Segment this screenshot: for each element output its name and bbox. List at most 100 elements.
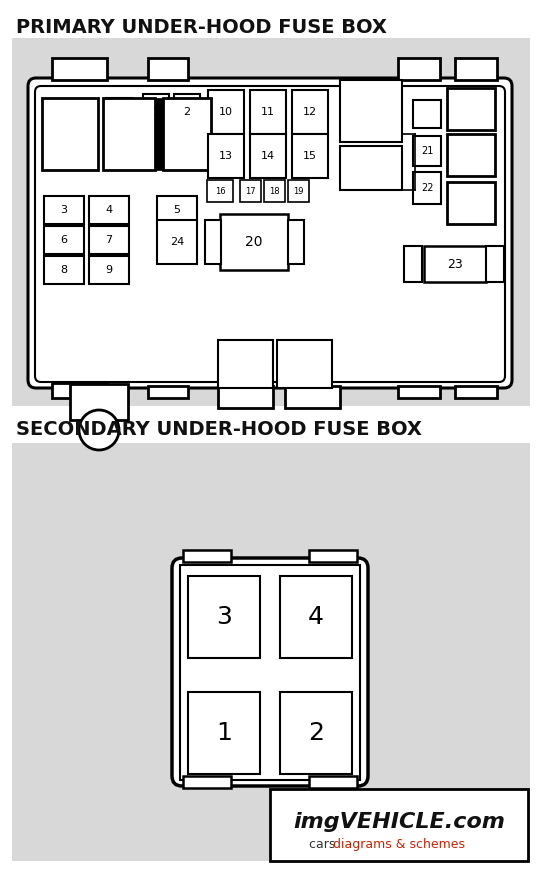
- Bar: [208, 90, 244, 134]
- Text: 22: 22: [421, 183, 433, 193]
- Bar: [486, 246, 504, 282]
- Bar: [280, 576, 352, 658]
- Text: 1: 1: [152, 107, 159, 117]
- Bar: [413, 136, 441, 166]
- Bar: [148, 386, 188, 398]
- Bar: [447, 134, 495, 176]
- Text: PRIMARY UNDER-HOOD FUSE BOX: PRIMARY UNDER-HOOD FUSE BOX: [16, 18, 387, 37]
- Text: 9: 9: [105, 265, 112, 275]
- Bar: [250, 90, 286, 134]
- Bar: [52, 58, 107, 80]
- Bar: [155, 98, 163, 170]
- Bar: [340, 146, 402, 190]
- Bar: [205, 220, 221, 264]
- Text: 15: 15: [303, 151, 317, 161]
- Bar: [455, 386, 497, 398]
- Bar: [285, 386, 340, 408]
- Bar: [42, 98, 98, 170]
- Bar: [208, 134, 244, 178]
- Text: 1: 1: [216, 721, 232, 745]
- Bar: [103, 98, 155, 170]
- Bar: [270, 789, 528, 861]
- Bar: [183, 776, 231, 788]
- Bar: [447, 182, 495, 224]
- Bar: [413, 100, 441, 128]
- Bar: [44, 196, 84, 224]
- Circle shape: [79, 410, 119, 450]
- Text: 24: 24: [170, 237, 184, 247]
- Bar: [398, 386, 440, 398]
- Bar: [309, 776, 357, 788]
- Bar: [180, 565, 360, 780]
- Text: imgVEHICLE.com: imgVEHICLE.com: [293, 812, 505, 832]
- Text: 21: 21: [421, 146, 433, 156]
- Text: 11: 11: [261, 107, 275, 117]
- Bar: [188, 692, 260, 774]
- Text: 10: 10: [219, 107, 233, 117]
- Bar: [70, 384, 128, 420]
- Bar: [174, 94, 200, 130]
- Bar: [250, 134, 286, 178]
- Text: SECONDARY UNDER-HOOD FUSE BOX: SECONDARY UNDER-HOOD FUSE BOX: [16, 420, 422, 439]
- Text: 12: 12: [303, 107, 317, 117]
- Bar: [163, 98, 211, 170]
- Text: 5: 5: [173, 205, 180, 215]
- Text: 16: 16: [215, 186, 225, 195]
- Bar: [183, 550, 231, 562]
- Bar: [89, 256, 129, 284]
- Bar: [413, 172, 441, 204]
- Bar: [44, 256, 84, 284]
- Text: 3: 3: [216, 605, 232, 629]
- Text: 8: 8: [60, 265, 68, 275]
- Bar: [157, 196, 197, 224]
- Bar: [424, 246, 486, 282]
- Bar: [240, 180, 261, 202]
- Bar: [44, 226, 84, 254]
- FancyBboxPatch shape: [35, 86, 505, 382]
- Text: 23: 23: [447, 257, 463, 271]
- Bar: [447, 88, 495, 130]
- Bar: [157, 220, 197, 264]
- Text: 4: 4: [308, 605, 324, 629]
- Bar: [218, 340, 273, 388]
- Bar: [292, 90, 328, 134]
- Text: 2: 2: [184, 107, 191, 117]
- Bar: [218, 386, 273, 408]
- Bar: [404, 246, 422, 282]
- Text: 6: 6: [60, 235, 68, 245]
- Bar: [106, 98, 132, 124]
- Text: cars: cars: [309, 838, 339, 850]
- Bar: [264, 180, 285, 202]
- Bar: [398, 58, 440, 80]
- Bar: [309, 550, 357, 562]
- Text: 18: 18: [269, 186, 279, 195]
- Bar: [288, 220, 304, 264]
- Bar: [292, 134, 328, 178]
- Bar: [340, 80, 402, 142]
- Bar: [220, 214, 288, 270]
- Bar: [89, 226, 129, 254]
- Bar: [207, 180, 233, 202]
- Text: 20: 20: [245, 235, 263, 249]
- FancyBboxPatch shape: [28, 78, 512, 388]
- Bar: [188, 576, 260, 658]
- Bar: [455, 58, 497, 80]
- Bar: [12, 443, 530, 861]
- Bar: [148, 58, 188, 80]
- Text: 14: 14: [261, 151, 275, 161]
- Bar: [89, 196, 129, 224]
- Bar: [288, 180, 309, 202]
- Bar: [143, 94, 169, 130]
- Text: 17: 17: [245, 186, 255, 195]
- Text: 13: 13: [219, 151, 233, 161]
- Text: 2: 2: [308, 721, 324, 745]
- Bar: [12, 38, 530, 406]
- Text: 4: 4: [105, 205, 112, 215]
- Text: 7: 7: [105, 235, 112, 245]
- Text: diagrams & schemes: diagrams & schemes: [333, 838, 465, 850]
- Bar: [280, 692, 352, 774]
- Bar: [52, 383, 107, 398]
- Text: 3: 3: [60, 205, 68, 215]
- Bar: [277, 340, 332, 388]
- FancyBboxPatch shape: [172, 558, 368, 786]
